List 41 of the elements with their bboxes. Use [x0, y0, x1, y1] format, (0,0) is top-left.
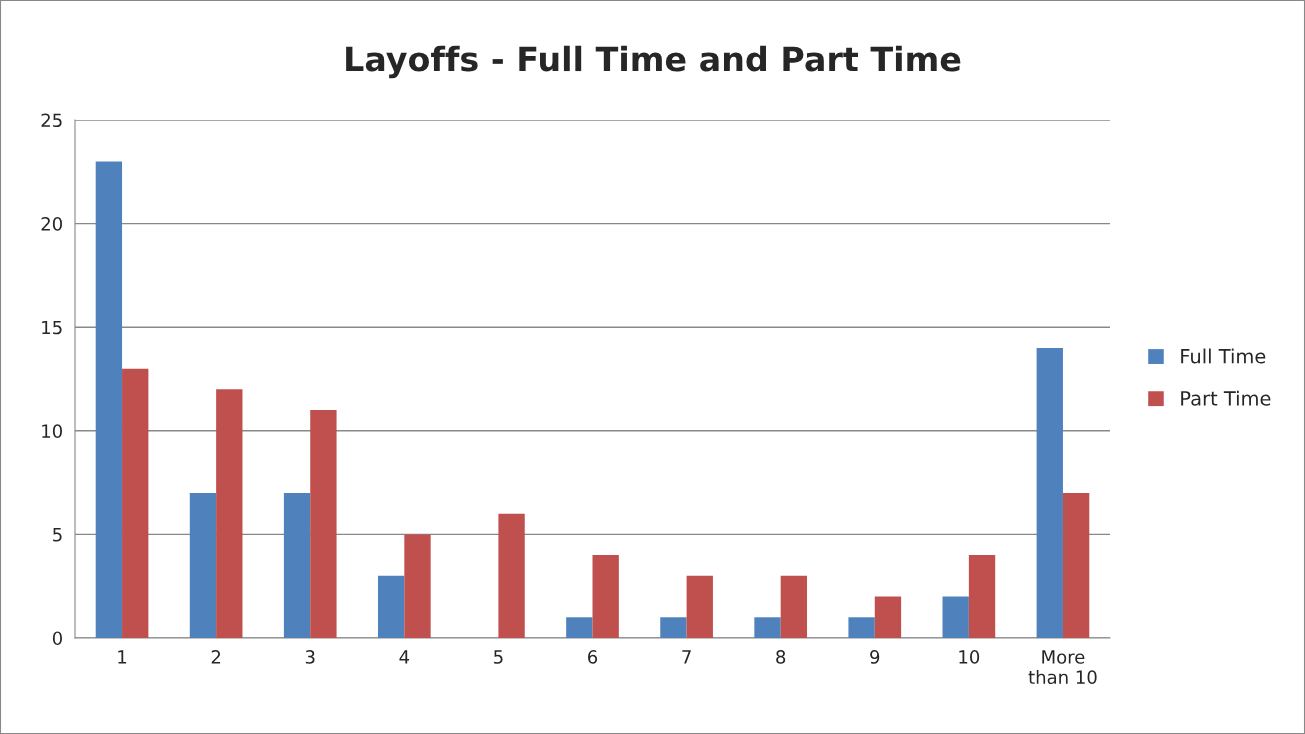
bar	[686, 575, 713, 638]
y-tick-label: 0	[52, 631, 62, 646]
x-tick-label: 7	[682, 650, 691, 664]
bar	[874, 596, 902, 638]
bar	[189, 492, 217, 638]
bar	[942, 596, 969, 638]
bar	[122, 368, 149, 638]
x-tick-label: 1	[118, 650, 127, 664]
y-tick-label: 20	[41, 217, 62, 231]
y-tick-label: 25	[41, 113, 62, 128]
bar	[848, 617, 875, 638]
bar	[498, 513, 525, 638]
bar	[216, 389, 243, 638]
x-tick-label: More than 10	[1028, 650, 1097, 684]
y-tick-label: 10	[42, 424, 62, 438]
x-tick-label: 3	[305, 650, 315, 664]
bar	[1062, 492, 1090, 638]
bar	[1036, 347, 1063, 638]
bar	[404, 534, 431, 638]
bar	[566, 617, 593, 638]
y-tick-label: 15	[42, 320, 62, 335]
x-tick-label: 4	[399, 650, 410, 664]
bar	[95, 161, 123, 638]
chart-title: Layoffs - Full Time and Part Time	[346, 45, 961, 79]
bar	[592, 555, 619, 638]
legend-label: Part Time	[1181, 390, 1271, 406]
bar	[377, 575, 405, 638]
x-tick-label: 2	[211, 650, 221, 664]
x-tick-label: 10	[959, 650, 980, 664]
x-tick-label: 8	[776, 650, 786, 664]
bar	[968, 555, 996, 638]
bar	[283, 492, 311, 638]
bar	[780, 575, 808, 638]
y-tick-label: 5	[53, 528, 62, 542]
bar	[754, 617, 781, 638]
x-tick-label: 6	[588, 650, 598, 664]
x-tick-label: 9	[870, 650, 880, 664]
bar	[310, 410, 337, 638]
legend-label: Full Time	[1181, 348, 1266, 364]
bar	[660, 617, 687, 638]
x-tick-label: 5	[494, 650, 503, 664]
